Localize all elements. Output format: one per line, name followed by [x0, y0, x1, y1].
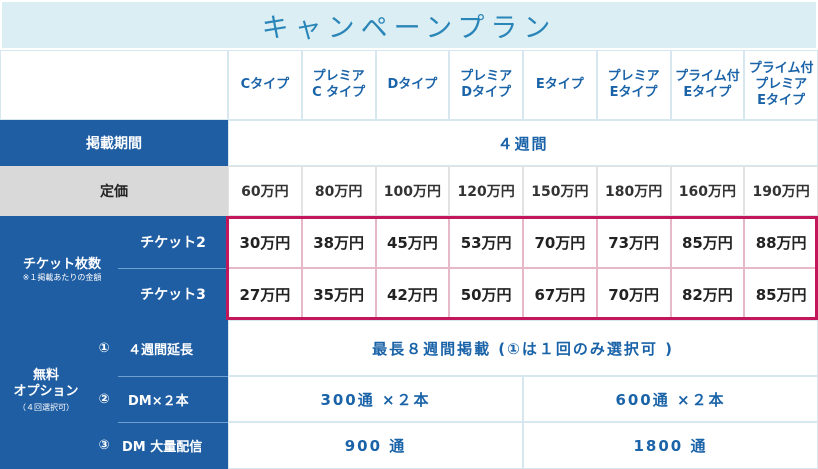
- column-header-line: Eタイプ: [683, 85, 732, 100]
- column-header-line: Eタイプ: [609, 85, 658, 100]
- ticket-divider: [118, 268, 228, 269]
- ticket2-label: チケット2: [140, 235, 206, 251]
- ticket2-price-cell: 30万円: [228, 216, 302, 268]
- header-empty-cell: [0, 50, 228, 120]
- options-block-label: [0, 320, 228, 469]
- option3-value-right-cell: 1800 通: [523, 422, 818, 469]
- option1-label: ４週間延長: [128, 342, 194, 358]
- period-value: ４週間: [497, 134, 549, 153]
- ticket2-price-cell: 45万円: [375, 216, 450, 268]
- option1-num: ①: [98, 340, 110, 356]
- list-price-cell: 160万円: [670, 166, 745, 216]
- list-price-cell: 190万円: [744, 166, 818, 216]
- list-price-cell: 100万円: [375, 166, 450, 216]
- column-header-2: プレミア C タイプ: [301, 50, 376, 120]
- option1-value-cell: 最長８週間掲載 (①は１回のみ選択可 ): [228, 320, 818, 376]
- option2-value-left-cell: 300通 ×２本: [228, 376, 523, 422]
- ticket2-label-cell: チケット2: [118, 216, 228, 268]
- ticket3-price-cell: 67万円: [523, 268, 597, 320]
- option-divider-1: [118, 376, 228, 377]
- column-header-line: Dタイプ: [461, 85, 512, 100]
- option2-num: ②: [98, 391, 110, 407]
- ticket2-price-cell: 70万円: [523, 216, 597, 268]
- ticket3-price-cell: 70万円: [596, 268, 671, 320]
- ticket3-price-cell: 42万円: [375, 268, 450, 320]
- page-title: キャンペーンプラン: [261, 12, 557, 44]
- option1-value: 最長８週間掲載 (①は１回のみ選択可 ): [372, 339, 674, 358]
- option3-num: ③: [98, 438, 110, 453]
- option3-value-left-cell: 900 通: [228, 422, 523, 469]
- column-header-line: プレミア: [312, 69, 365, 84]
- column-header-line: Eタイプ: [535, 77, 584, 92]
- column-header-3: Dタイプ: [375, 50, 450, 120]
- column-header-line: プライム付: [675, 69, 740, 84]
- option2-label: DM×２本: [128, 393, 189, 409]
- list-price-cell: 180万円: [596, 166, 671, 216]
- option1-label-cell: ① ４週間延長: [90, 320, 228, 376]
- ticket2-price-cell: 88万円: [744, 216, 818, 268]
- tickets-note: ※１掲載あたりの金額: [22, 273, 102, 282]
- column-header-line: C タイプ: [312, 85, 366, 100]
- options-label-line1: 無料: [32, 368, 59, 383]
- option2-label-cell: ② DM×２本: [90, 376, 228, 422]
- option3-label: DM 大量配信: [122, 440, 203, 455]
- column-header-line: プレミア: [460, 69, 513, 84]
- ticket2-price-cell: 85万円: [670, 216, 745, 268]
- ticket3-price-cell: 50万円: [449, 268, 523, 320]
- ticket2-price-cell: 73万円: [596, 216, 671, 268]
- column-header-6: プレミア Eタイプ: [596, 50, 671, 120]
- tickets-label: チケット枚数: [22, 257, 101, 272]
- tickets-group-label: チケット枚数 ※１掲載あたりの金額: [6, 248, 118, 288]
- ticket3-price-cell: 85万円: [744, 268, 818, 320]
- period-value-cell: ４週間: [228, 120, 818, 166]
- option2-value-right: 600通 ×２本: [615, 390, 726, 409]
- list-price-cell: 80万円: [301, 166, 376, 216]
- ticket3-price-cell: 35万円: [301, 268, 376, 320]
- column-header-5: Eタイプ: [523, 50, 597, 120]
- option-divider-2: [118, 422, 228, 423]
- title-bar: キャンペーンプラン: [0, 0, 818, 50]
- ticket2-price-cell: 53万円: [449, 216, 523, 268]
- list-price-row-label: 定価: [0, 166, 228, 216]
- list-price-label: 定価: [100, 184, 128, 200]
- list-price-cell: 120万円: [449, 166, 523, 216]
- column-header-line: プライム付: [748, 61, 814, 76]
- period-row-label: 掲載期間: [0, 120, 228, 166]
- options-note: （４回選択可）: [18, 403, 74, 412]
- list-price-cell: 150万円: [523, 166, 597, 216]
- column-header-line: Dタイプ: [387, 77, 438, 92]
- ticket3-price-cell: 27万円: [228, 268, 302, 320]
- options-group-label: 無料 オプション （４回選択可）: [2, 362, 90, 422]
- column-header-7: プライム付 Eタイプ: [670, 50, 745, 120]
- column-header-8: プライム付 プレミア Eタイプ: [744, 50, 818, 120]
- period-label: 掲載期間: [86, 136, 142, 152]
- column-header-line: プレミア: [755, 77, 808, 92]
- column-header-line: プレミア: [607, 69, 660, 84]
- option3-value-left: 900 通: [344, 437, 407, 455]
- ticket2-price-cell: 38万円: [301, 216, 376, 268]
- list-price-cell: 60万円: [228, 166, 302, 216]
- option3-label-cell: ③ DM 大量配信: [90, 422, 228, 469]
- column-header-line: Eタイプ: [757, 93, 806, 108]
- column-header-1: Cタイプ: [228, 50, 302, 120]
- ticket3-label-cell: チケット3: [118, 268, 228, 320]
- options-label-line2: オプション: [13, 384, 79, 399]
- option3-value-right: 1800 通: [633, 437, 708, 455]
- option2-value-left: 300通 ×２本: [320, 390, 431, 409]
- ticket3-price-cell: 82万円: [670, 268, 745, 320]
- option2-value-right-cell: 600通 ×２本: [523, 376, 818, 422]
- column-header-line: Cタイプ: [240, 77, 290, 92]
- ticket3-label: チケット3: [140, 287, 206, 303]
- column-header-4: プレミア Dタイプ: [449, 50, 523, 120]
